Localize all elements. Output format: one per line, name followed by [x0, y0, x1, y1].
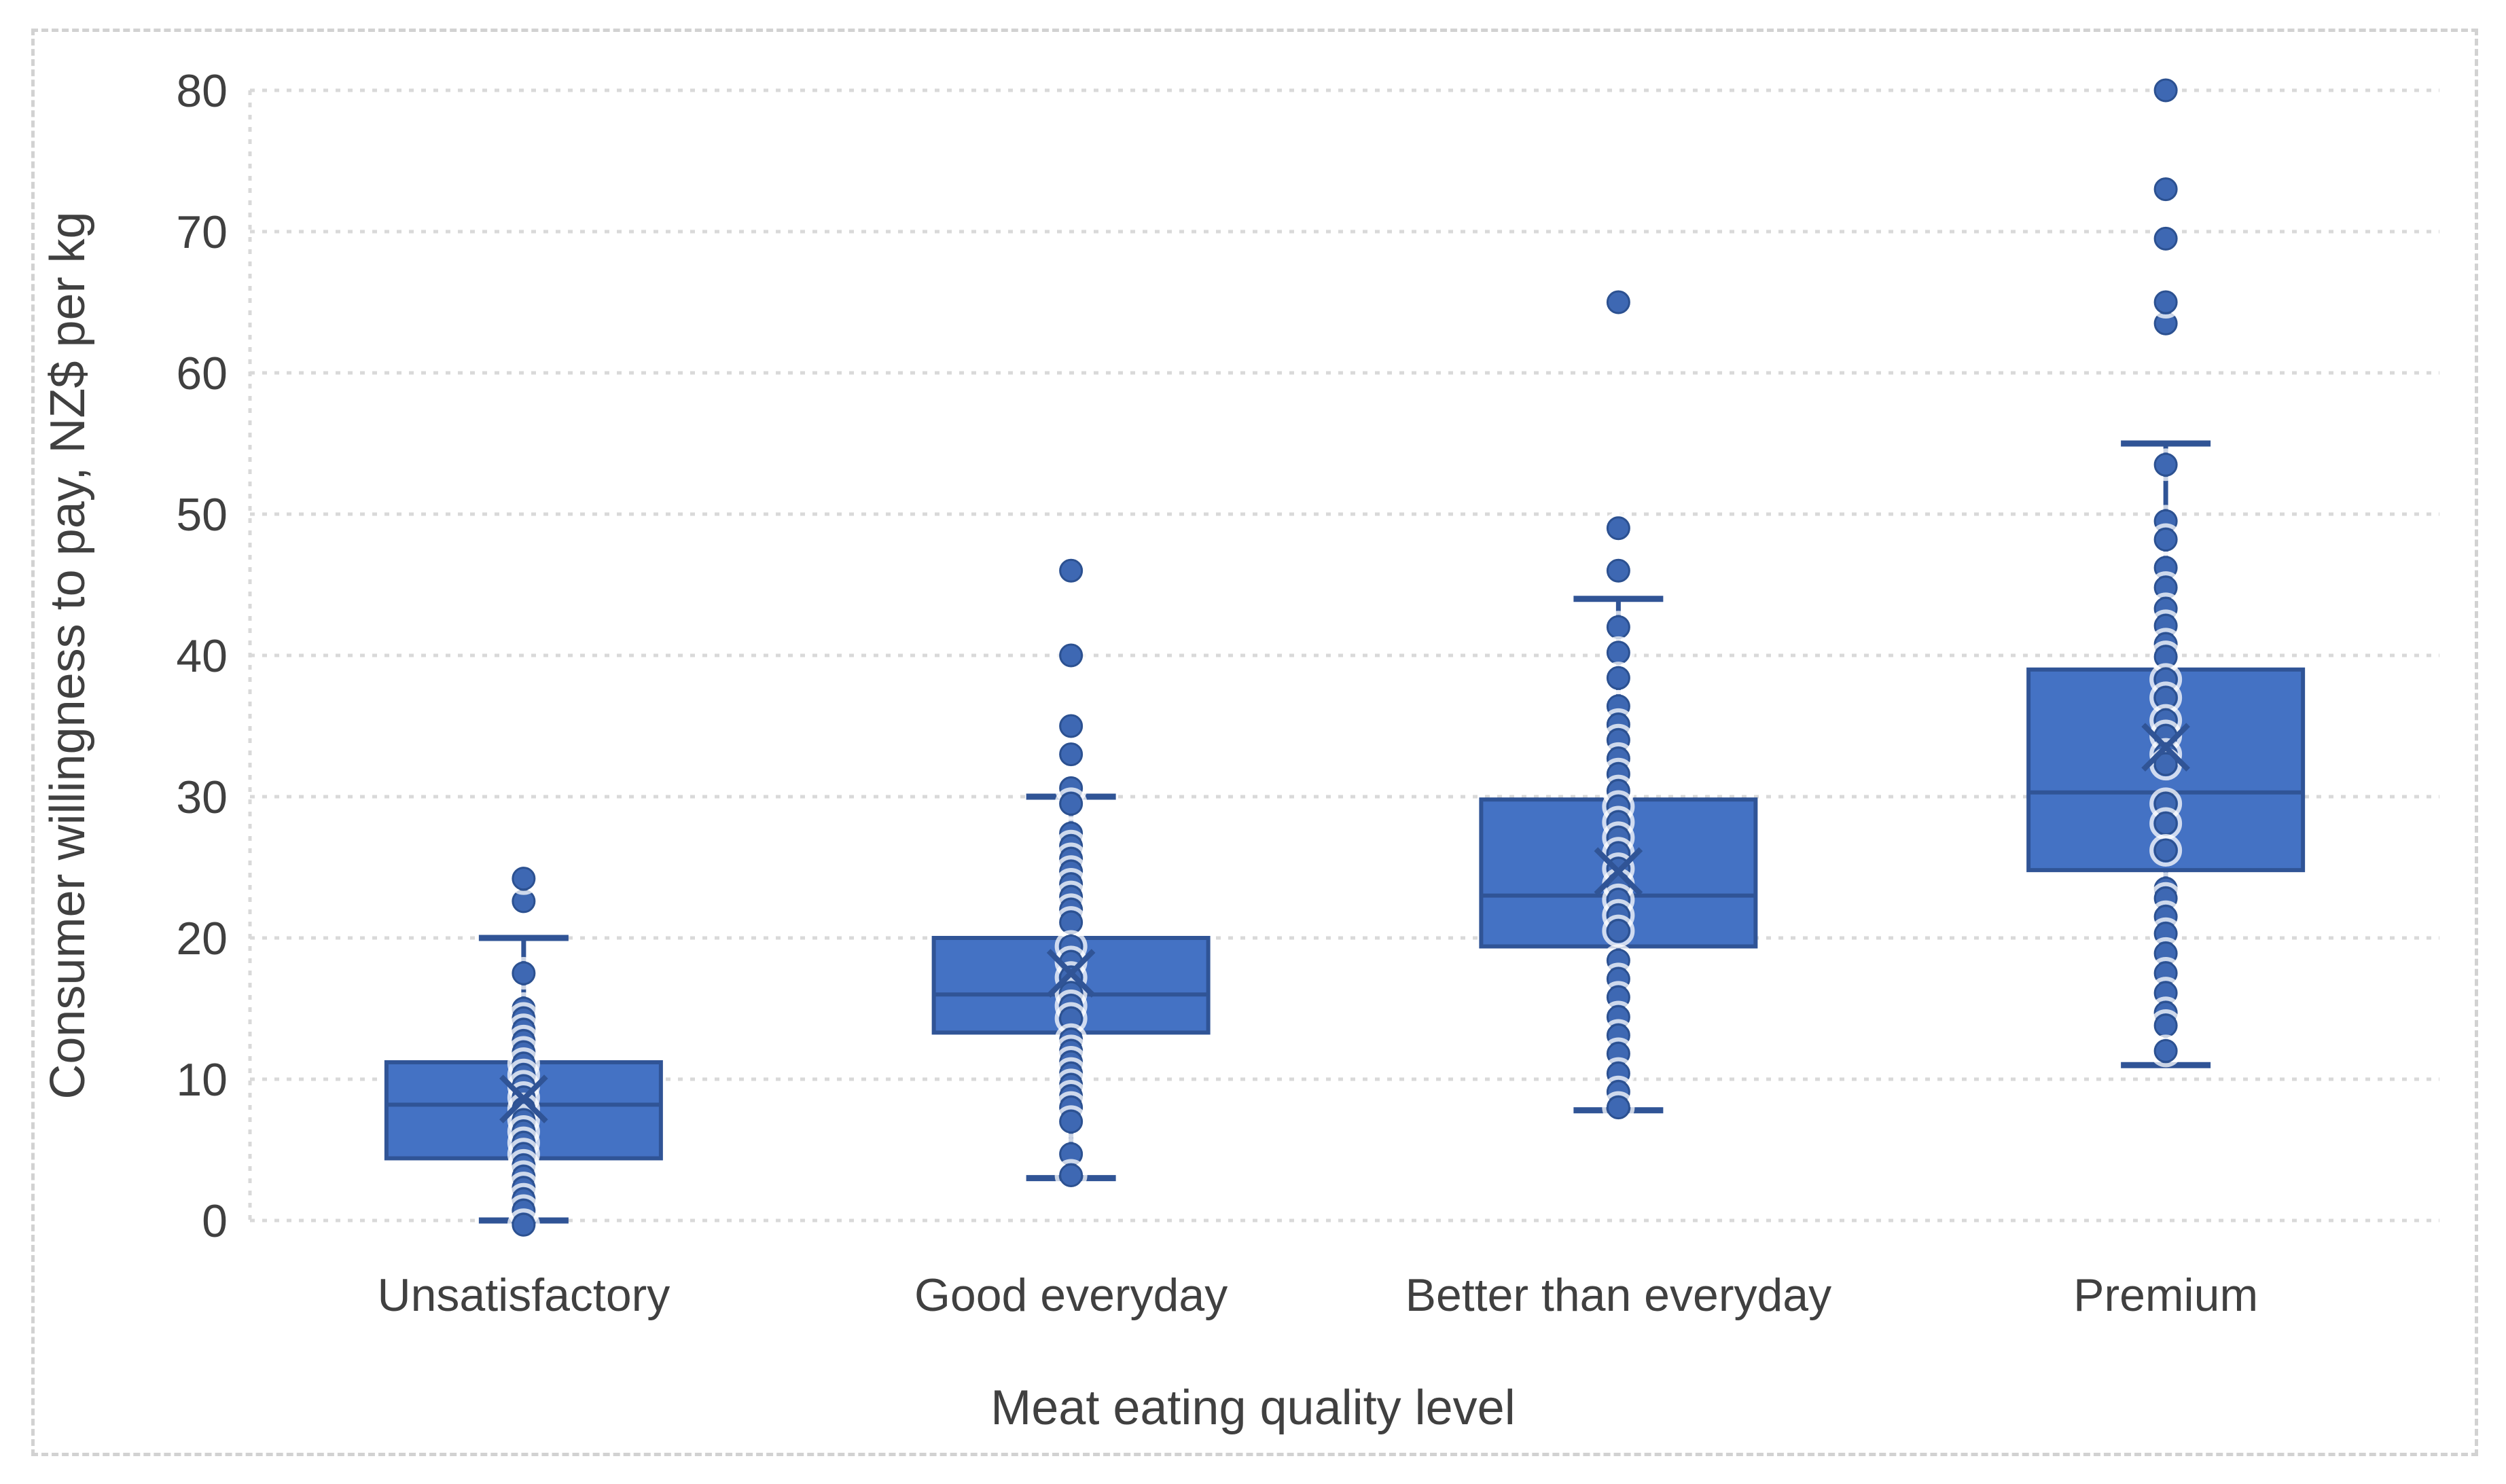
data-point-better-than-everyday: [1606, 615, 1630, 639]
data-point-halo-better-than-everyday: [1602, 286, 1635, 319]
data-point-halo-premium: [2149, 173, 2183, 206]
data-point-premium: [2153, 78, 2178, 103]
data-point-halo-premium: [2149, 1034, 2183, 1068]
data-point-halo-premium: [2149, 74, 2183, 107]
mean-marker-unsatisfactory: [499, 1074, 548, 1123]
y-tick-label-80: 80: [176, 65, 228, 117]
data-point-halo-premium: [2149, 286, 2183, 319]
y-tick-label-0: 0: [202, 1195, 228, 1247]
x-category-label-3: Better than everyday: [1406, 1269, 1831, 1321]
data-point-halo-premium: [2149, 222, 2183, 255]
y-tick-label-60: 60: [176, 348, 228, 399]
y-tick-label-40: 40: [176, 630, 228, 682]
data-point-halo-premium: [2149, 448, 2183, 482]
data-point-premium: [2153, 290, 2178, 314]
x-category-label-4: Premium: [2073, 1269, 2258, 1321]
data-point-good-everyday: [1059, 643, 1084, 668]
data-point-premium: [2153, 226, 2178, 251]
data-point-unsatisfactory: [512, 1212, 536, 1237]
data-point-halo-good-everyday: [1054, 710, 1088, 742]
y-tick-label-20: 20: [176, 913, 228, 964]
data-point-better-than-everyday: [1606, 1096, 1630, 1120]
data-point-better-than-everyday: [1606, 666, 1630, 690]
data-point-good-everyday: [1059, 558, 1084, 583]
data-point-halo-better-than-everyday: [1602, 1091, 1635, 1124]
data-point-good-everyday: [1059, 791, 1084, 816]
data-point-unsatisfactory: [512, 961, 536, 985]
y-tick-label-10: 10: [176, 1054, 228, 1106]
chart-outer-border: [31, 29, 2478, 1456]
mean-marker-better-than-everyday: [1594, 847, 1643, 897]
data-point-premium: [2153, 812, 2178, 836]
x-category-label-1: Unsatisfactory: [377, 1269, 670, 1321]
data-point-premium: [2153, 452, 2178, 477]
data-point-better-than-everyday: [1606, 558, 1630, 583]
data-point-unsatisfactory: [512, 867, 536, 891]
data-point-halo-unsatisfactory: [507, 957, 540, 990]
data-point-halo-better-than-everyday: [1602, 554, 1635, 587]
y-axis-title: Consumer willingness to pay, NZ$ per kg: [41, 211, 95, 1100]
x-axis-title: Meat eating quality level: [990, 1381, 1516, 1435]
data-point-better-than-everyday: [1606, 516, 1630, 541]
data-point-halo-good-everyday: [1054, 554, 1088, 587]
data-point-halo-premium: [2149, 834, 2183, 867]
data-point-halo-good-everyday: [1054, 639, 1088, 672]
data-point-good-everyday: [1059, 1163, 1084, 1187]
data-point-premium: [2153, 177, 2178, 202]
data-point-premium: [2153, 1013, 2178, 1038]
data-point-halo-good-everyday: [1054, 1159, 1088, 1192]
y-tick-label-30: 30: [176, 772, 228, 823]
data-point-better-than-everyday: [1606, 290, 1630, 314]
data-point-good-everyday: [1059, 1109, 1084, 1134]
data-point-premium: [2153, 838, 2178, 863]
data-point-premium: [2153, 527, 2178, 551]
data-point-premium: [2153, 1038, 2178, 1063]
data-point-better-than-everyday: [1606, 919, 1630, 943]
data-point-halo-unsatisfactory: [507, 1208, 540, 1242]
mean-marker-good-everyday: [1046, 949, 1096, 998]
data-point-good-everyday: [1059, 714, 1084, 738]
y-tick-label-50: 50: [176, 489, 228, 541]
x-category-label-2: Good everyday: [914, 1269, 1228, 1321]
data-point-good-everyday: [1059, 742, 1084, 767]
data-point-better-than-everyday: [1606, 640, 1630, 665]
data-point-halo-unsatisfactory: [507, 862, 540, 895]
mean-marker-premium: [2141, 723, 2190, 772]
data-point-halo-good-everyday: [1054, 1105, 1088, 1138]
data-point-premium: [2153, 752, 2178, 776]
y-tick-label-70: 70: [176, 206, 228, 258]
data-point-halo-better-than-everyday: [1602, 511, 1635, 545]
data-point-good-everyday: [1059, 910, 1084, 935]
